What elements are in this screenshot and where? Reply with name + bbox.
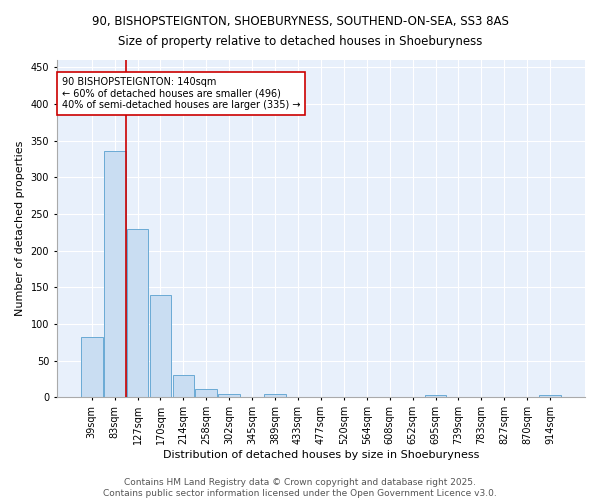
Text: 90 BISHOPSTEIGNTON: 140sqm
← 60% of detached houses are smaller (496)
40% of sem: 90 BISHOPSTEIGNTON: 140sqm ← 60% of deta… [62,77,301,110]
Bar [104,151,125,398]
Bar [356,396,377,398]
Bar [81,336,103,398]
Bar [127,228,148,398]
Text: Size of property relative to detached houses in Shoeburyness: Size of property relative to detached ho… [118,35,482,48]
X-axis label: Distribution of detached houses by size in Shoeburyness: Distribution of detached houses by size … [163,450,479,460]
Text: Contains HM Land Registry data © Crown copyright and database right 2025.
Contai: Contains HM Land Registry data © Crown c… [103,478,497,498]
Bar [310,396,332,398]
Text: 90, BISHOPSTEIGNTON, SHOEBURYNESS, SOUTHEND-ON-SEA, SS3 8AS: 90, BISHOPSTEIGNTON, SHOEBURYNESS, SOUTH… [92,15,508,28]
Bar [539,395,561,398]
Bar [218,394,240,398]
Bar [149,294,172,398]
Bar [173,376,194,398]
Bar [264,394,286,398]
Y-axis label: Number of detached properties: Number of detached properties [15,141,25,316]
Bar [516,396,538,398]
Bar [196,390,217,398]
Bar [425,395,446,398]
